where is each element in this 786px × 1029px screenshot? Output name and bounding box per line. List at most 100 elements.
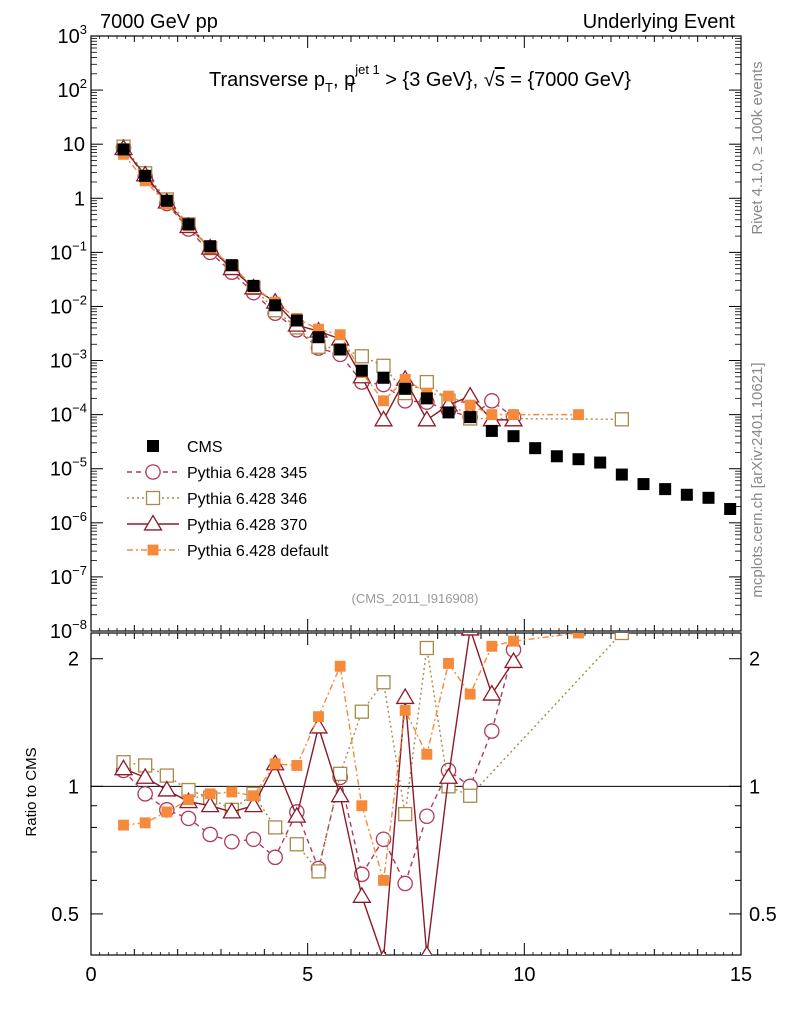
x-tick-label: 0 xyxy=(85,964,96,986)
ratio-point xyxy=(378,874,389,886)
y-tick-label: 102 xyxy=(58,76,87,102)
cms-point xyxy=(702,491,715,504)
legend-entry: CMS xyxy=(147,439,223,456)
legend-marker xyxy=(145,490,161,506)
x-tick-label: 15 xyxy=(730,964,752,986)
ratio-point xyxy=(118,819,129,831)
series-line xyxy=(122,153,579,416)
series-point xyxy=(417,410,437,427)
ratio-ylabel: Ratio to CMS xyxy=(23,747,40,836)
ratio-point xyxy=(438,767,459,784)
series-point xyxy=(573,409,584,421)
series-group xyxy=(113,138,737,516)
legend-entry: Pythia 6.428 346 xyxy=(127,490,307,508)
legend: CMS Pythia 6.428 345 Pythia 6.428 346 Pythi… xyxy=(127,439,329,560)
series-3 xyxy=(118,148,584,421)
ratio-point xyxy=(161,806,173,818)
legend-label: Pythia 6.428 370 xyxy=(187,517,307,534)
header-left: 7000 GeV pp xyxy=(100,11,218,33)
cms-point xyxy=(485,424,498,437)
cms-point xyxy=(377,371,390,384)
cms-point xyxy=(204,240,217,253)
ratio-point xyxy=(354,704,369,719)
ratio-point xyxy=(356,800,368,812)
ratio-point xyxy=(267,849,283,866)
ratio-point xyxy=(200,795,220,813)
cms-point xyxy=(312,331,325,344)
y-tick-label: 10−1 xyxy=(50,238,87,264)
main-panel-frame xyxy=(90,35,742,632)
ratio-point xyxy=(313,711,324,723)
ratio-point xyxy=(268,820,283,835)
legend-label: Pythia 6.428 default xyxy=(187,543,329,560)
ratio-point xyxy=(224,833,240,850)
cms-point xyxy=(290,314,303,327)
series-point xyxy=(376,358,391,373)
cms-point xyxy=(399,382,412,395)
ratio-point xyxy=(243,795,264,813)
ratio-point xyxy=(398,806,413,822)
legend-entry: Pythia 6.428 default xyxy=(127,543,329,560)
cms-point xyxy=(182,218,195,231)
legend-label: Pythia 6.428 345 xyxy=(187,465,307,482)
series-1 xyxy=(116,139,629,427)
series-point xyxy=(373,410,394,427)
ratio-panel-frame xyxy=(90,632,742,956)
ratio-point xyxy=(421,748,433,760)
series-point xyxy=(486,409,498,421)
series-line xyxy=(122,147,514,418)
ratio-point xyxy=(508,635,519,647)
ratio-point xyxy=(245,831,262,848)
ratio-point xyxy=(397,875,413,892)
cms-data xyxy=(117,143,737,516)
series-point xyxy=(464,399,476,411)
ratio-point xyxy=(352,886,372,903)
cms-point xyxy=(355,364,368,377)
cms-point xyxy=(225,259,238,272)
cms-point xyxy=(247,279,260,292)
series-line xyxy=(122,148,514,422)
ratio-point xyxy=(486,640,498,652)
cms-point xyxy=(269,299,282,312)
cms-point xyxy=(334,343,347,356)
ratio-point xyxy=(204,788,216,800)
ratio-point xyxy=(484,723,500,739)
ratio-point xyxy=(226,786,238,798)
ratio-point xyxy=(157,780,177,797)
cms-point xyxy=(507,430,520,443)
ratio-point xyxy=(443,657,454,669)
ratio-point xyxy=(180,810,197,827)
axes-group xyxy=(90,35,742,956)
cms-point xyxy=(160,194,173,207)
series-point xyxy=(378,395,389,407)
y-tick-label: 10−6 xyxy=(50,509,87,535)
ratio-point xyxy=(289,837,304,852)
cms-point xyxy=(659,483,672,496)
cms-point xyxy=(442,406,455,419)
tick-labels-group: 0 5 10 1510310210110−110−210−310−410−510−61… xyxy=(50,22,777,986)
series-2 xyxy=(113,138,524,427)
y-tick-label: 1 xyxy=(74,188,85,210)
side-label-rivet: Rivet 4.1.0, ≥ 100k events xyxy=(749,61,766,234)
y-tick-label: 10−2 xyxy=(50,292,87,318)
cms-point xyxy=(680,488,693,501)
legend-entry: Pythia 6.428 370 xyxy=(127,514,307,534)
ratio-point xyxy=(311,864,326,879)
ratio-point xyxy=(113,759,134,776)
ratio-point xyxy=(202,826,218,843)
series-point xyxy=(508,409,519,421)
ratio-point xyxy=(503,651,524,669)
ratio-point xyxy=(248,790,259,802)
y-tick-label: 103 xyxy=(58,22,87,48)
y-tick-label: 10−4 xyxy=(50,401,87,427)
ratio-point xyxy=(334,660,346,672)
ratio-series-2 xyxy=(113,633,524,955)
ratio-point xyxy=(460,633,480,636)
cms-point xyxy=(724,503,737,516)
ratio-point xyxy=(419,808,435,825)
series-line xyxy=(122,146,622,420)
y-tick-label: 10−5 xyxy=(50,455,87,481)
legend-marker xyxy=(147,440,159,452)
cms-point xyxy=(572,453,585,466)
series-point xyxy=(399,373,411,385)
